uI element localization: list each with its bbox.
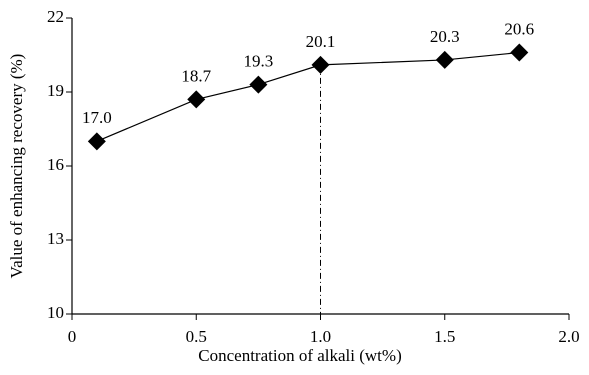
x-tick-label: 0 — [68, 327, 77, 346]
y-tick-label: 10 — [47, 303, 64, 322]
marker — [510, 43, 529, 62]
data-label: 18.7 — [181, 66, 211, 85]
y-axis-label: Value of enhancing recovery (%) — [7, 54, 26, 279]
x-axis-label: Concentration of alkali (wt%) — [198, 346, 401, 365]
y-tick-label: 19 — [47, 81, 64, 100]
y-tick-label: 13 — [47, 229, 64, 248]
x-tick-label: 1.0 — [310, 327, 331, 346]
x-tick-label: 1.5 — [434, 327, 455, 346]
data-label: 20.3 — [430, 27, 460, 46]
marker — [249, 75, 268, 94]
marker — [311, 55, 330, 74]
data-label: 20.1 — [306, 32, 336, 51]
series-line — [96, 51, 520, 142]
y-tick-label: 22 — [47, 7, 64, 26]
data-label: 20.6 — [504, 19, 534, 38]
marker — [435, 50, 454, 69]
y-tick-label: 16 — [47, 155, 64, 174]
data-label: 19.3 — [244, 52, 274, 71]
x-tick-label: 2.0 — [558, 327, 579, 346]
x-tick-label: 0.5 — [186, 327, 207, 346]
data-label: 17.0 — [82, 108, 112, 127]
marker — [87, 132, 106, 151]
marker — [187, 90, 206, 109]
